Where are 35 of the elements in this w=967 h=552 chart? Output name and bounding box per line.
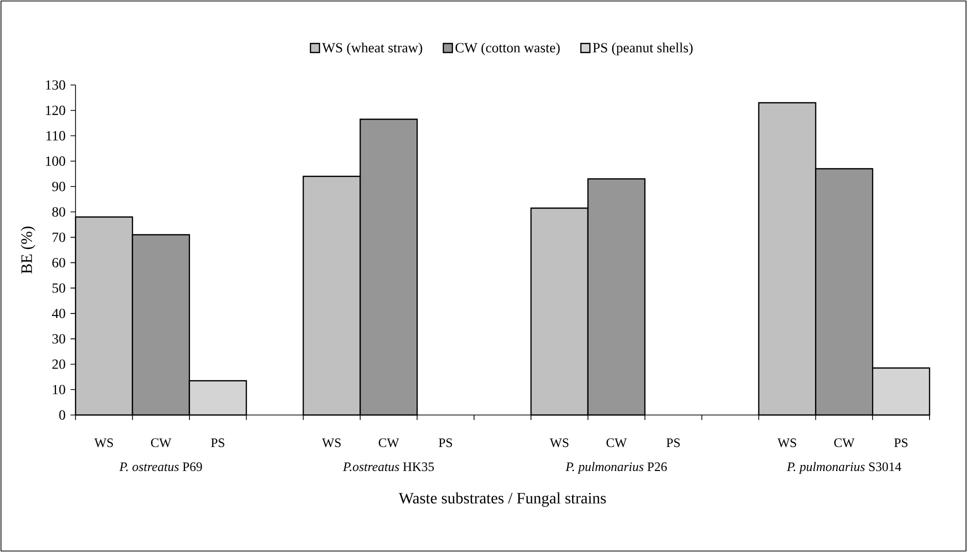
text: CW bbox=[151, 438, 172, 448]
y-tick-label: 20 bbox=[52, 360, 66, 369]
y-tick-label: 50 bbox=[52, 283, 66, 293]
x-tick-label: P.ostreatus HK35 bbox=[342, 462, 434, 472]
y-tick-label: 120 bbox=[46, 106, 66, 116]
y-tick-label: 90 bbox=[52, 182, 66, 192]
text: WS bbox=[322, 438, 341, 448]
y-tick-label: 110 bbox=[46, 131, 66, 140]
x-axis-title: Waste substrates / Fungal strains bbox=[398, 492, 606, 507]
y-tick-label: 130 bbox=[46, 80, 66, 90]
text: CW bbox=[378, 438, 400, 448]
y-tick-label: 10 bbox=[52, 384, 66, 394]
y-tick-label: 60 bbox=[52, 258, 66, 268]
legend-label: CW (cotton waste) bbox=[456, 42, 560, 56]
text: CW bbox=[606, 438, 627, 448]
text: PS bbox=[666, 438, 680, 448]
legend-label: PS (peanut shells) bbox=[592, 42, 693, 56]
text: PS bbox=[211, 438, 224, 448]
y-tick-label: 70 bbox=[52, 232, 66, 242]
x-tick-label: P. pulmonarius P26 bbox=[566, 462, 667, 474]
text: WS bbox=[550, 438, 568, 448]
legend-label: WS (wheat straw) bbox=[322, 42, 422, 56]
text: PS bbox=[438, 438, 452, 448]
text: CW bbox=[834, 438, 855, 448]
y-tick-label: 80 bbox=[52, 207, 66, 217]
y-tick-label: 40 bbox=[52, 308, 66, 318]
text: PS bbox=[894, 438, 908, 448]
x-tick-label: P. ostreatus P69 bbox=[119, 462, 202, 472]
y-tick-label: 30 bbox=[52, 334, 66, 344]
y-axis-title: BE (%) bbox=[20, 226, 36, 274]
text: WS bbox=[778, 438, 796, 448]
text: WS bbox=[94, 438, 113, 448]
y-tick-label: 0 bbox=[59, 410, 66, 420]
y-tick-label: 100 bbox=[46, 156, 66, 166]
x-tick-label: P. pulmonarius S3014 bbox=[786, 462, 902, 474]
